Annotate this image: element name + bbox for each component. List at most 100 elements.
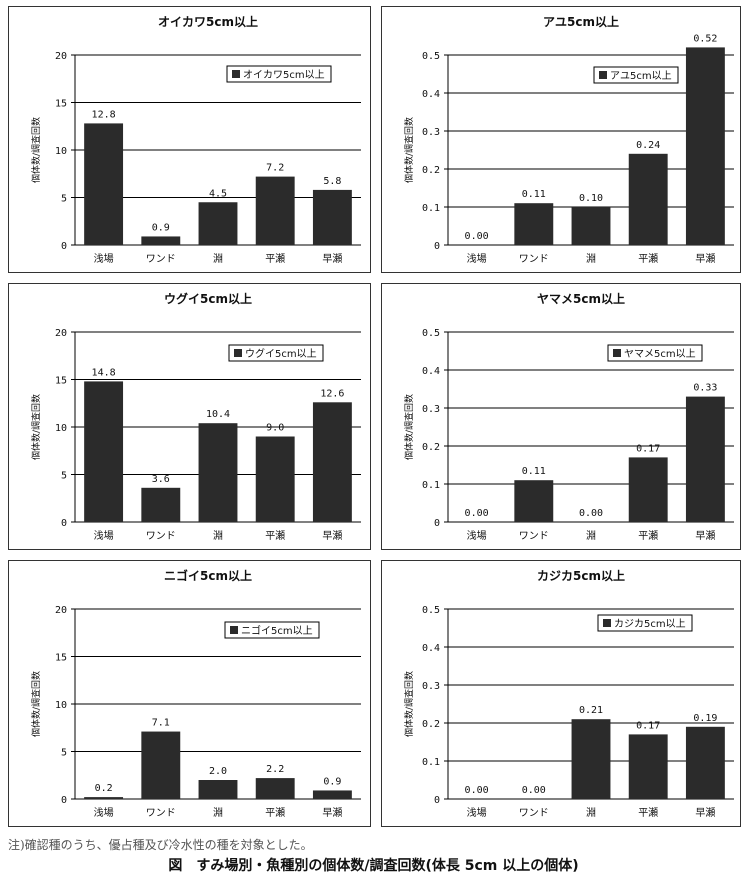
data-label: 0.00 [522,785,546,796]
legend-swatch [234,349,242,357]
x-category-label: 早瀬 [695,807,715,819]
x-category-label: 浅場 [467,806,487,819]
y-tick-label: 0.3 [422,681,440,692]
legend-swatch [232,70,240,78]
y-tick-label: 10 [55,700,67,711]
chart-svg: アユ5cm以上 0 0.1 0.2 0.3 0.4 0.5 個体数/調査回数 0.00 浅場 0.1… [403,14,734,265]
data-label: 2.2 [266,764,284,775]
y-tick-label: 10 [55,146,67,157]
x-category-label: ワンド [519,808,549,819]
y-tick-label: 0.2 [422,719,440,730]
data-label: 12.6 [320,388,344,399]
y-tick-label: 10 [55,423,67,434]
y-axis-label: 個体数/調査回数 [403,671,415,737]
bar [141,236,181,245]
x-category-label: 淵 [213,807,223,819]
x-category-label: ワンド [519,531,549,542]
bar [685,396,725,522]
chart-svg: ウグイ5cm以上 0 5 10 15 20 個体数/調査回数 14.8 浅場 3.6 ワンド 10.4… [30,291,361,542]
y-tick-label: 5 [61,748,67,759]
bar [571,207,611,245]
x-category-label: 早瀬 [322,530,342,542]
bar [198,202,238,245]
legend-label: ウグイ5cm以上 [245,347,317,360]
x-category-label: 淵 [586,530,596,542]
bar [685,47,725,246]
data-label: 9.0 [266,423,284,434]
data-label: 0.11 [522,466,546,477]
data-label: 0.10 [579,193,603,204]
data-label: 0.17 [636,443,660,454]
data-label: 2.0 [209,766,227,777]
y-tick-label: 0 [434,518,440,529]
y-tick-label: 0.4 [422,366,440,377]
x-category-label: 淵 [213,253,223,265]
x-category-label: 淵 [213,530,223,542]
data-label: 0.9 [152,222,170,233]
bar [198,780,238,799]
legend-swatch [613,349,621,357]
x-category-label: 浅場 [467,252,487,265]
y-tick-label: 15 [55,99,67,110]
chart-svg: カジカ5cm以上 0 0.1 0.2 0.3 0.4 0.5 個体数/調査回数 0.00 浅場 0.… [403,568,734,819]
chart-panel-ugui: ウグイ5cm以上 0 5 10 15 20 個体数/調査回数 14.8 浅場 3.6 ワンド 10.4… [8,283,371,550]
legend-swatch [230,626,238,634]
bar [514,480,554,522]
y-axis-label: 個体数/調査回数 [30,117,42,183]
data-label: 0.11 [522,189,546,200]
data-label: 7.2 [266,163,284,174]
y-tick-label: 5 [61,194,67,205]
chart-svg: ヤマメ5cm以上 0 0.1 0.2 0.3 0.4 0.5 個体数/調査回数 0.00 浅場 0.… [403,291,734,542]
legend-box [228,344,324,362]
y-tick-label: 15 [55,376,67,387]
data-label: 7.1 [152,718,170,729]
x-category-label: 平瀬 [638,530,658,542]
legend-label: オイカワ5cm以上 [243,69,325,81]
y-tick-label: 20 [55,51,67,62]
chart-title: ウグイ5cm以上 [164,291,252,306]
y-tick-label: 0.3 [422,127,440,138]
bar [312,189,352,245]
x-category-label: ワンド [146,531,176,542]
y-axis-label: 個体数/調査回数 [30,671,42,737]
y-axis-label: 個体数/調査回数 [30,394,42,460]
x-category-label: 浅場 [467,529,487,542]
y-tick-label: 0.2 [422,165,440,176]
bar [571,719,611,799]
x-category-label: 浅場 [94,806,114,819]
data-label: 3.6 [152,474,170,485]
x-category-label: 淵 [586,807,596,819]
y-tick-label: 20 [55,328,67,339]
chart-panel-nigoi: ニゴイ5cm以上 0 5 10 15 20 個体数/調査回数 0.2 浅場 7.1 ワンド 2.0 淵 2… [8,560,371,827]
legend-label: カジカ5cm以上 [614,618,686,630]
bar [198,423,238,522]
y-axis-label: 個体数/調査回数 [403,117,415,183]
y-tick-label: 0.3 [422,404,440,415]
data-label: 0.00 [579,508,603,519]
bar [84,381,124,522]
data-label: 4.5 [209,188,227,199]
chart-title: カジカ5cm以上 [537,568,625,583]
data-label: 0.2 [95,783,113,794]
legend-box [597,614,693,632]
legend-swatch [599,71,607,79]
bar [628,153,668,245]
bar [255,778,295,799]
chart-title: アユ5cm以上 [543,14,619,29]
legend-label: ニゴイ5cm以上 [241,624,313,637]
x-category-label: ワンド [519,254,549,265]
bar [141,731,181,799]
y-tick-label: 5 [61,471,67,482]
bar [255,436,295,522]
x-category-label: 早瀬 [695,253,715,265]
y-tick-label: 0 [61,795,67,806]
bar [255,176,295,245]
data-label: 0.21 [579,705,603,716]
y-axis-label: 個体数/調査回数 [403,394,415,460]
data-label: 0.17 [636,720,660,731]
y-tick-label: 0.5 [422,605,440,616]
chart-svg: オイカワ5cm以上 0 5 10 15 20 個体数/調査回数 12.8 浅場 0.9 ワンド 4.5… [30,14,361,265]
bar [84,123,124,245]
legend-box [224,621,320,639]
data-label: 12.8 [92,109,116,120]
